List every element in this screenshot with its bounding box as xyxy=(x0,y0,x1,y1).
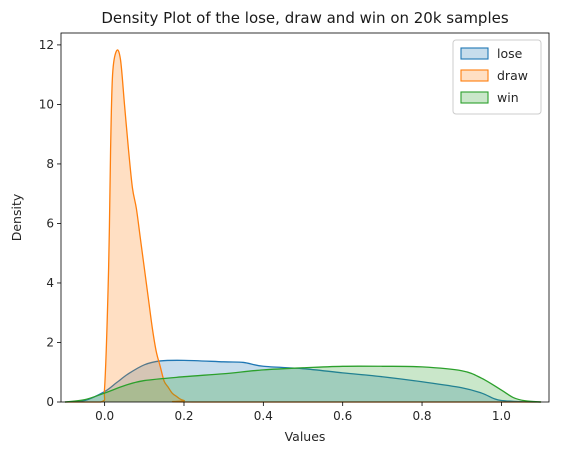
y-tick-label: 6 xyxy=(46,217,54,231)
chart-title: Density Plot of the lose, draw and win o… xyxy=(101,9,509,27)
x-axis-label: Values xyxy=(285,429,326,444)
y-axis-label: Density xyxy=(9,193,24,241)
x-axis: 0.0 0.2 0.4 0.6 0.8 1.0 xyxy=(95,402,511,423)
y-tick-label: 10 xyxy=(39,98,54,112)
y-axis: 0 2 4 6 8 10 12 xyxy=(39,38,61,409)
x-tick-label: 0.2 xyxy=(174,409,193,423)
y-tick-label: 4 xyxy=(46,276,54,290)
x-tick-label: 0.8 xyxy=(412,409,431,423)
y-tick-label: 2 xyxy=(46,336,54,350)
x-tick-label: 1.0 xyxy=(492,409,511,423)
legend-swatch-draw xyxy=(461,70,488,81)
legend-swatch-lose xyxy=(461,48,488,59)
x-tick-label: 0.4 xyxy=(254,409,273,423)
legend: lose draw win xyxy=(453,40,541,114)
y-tick-label: 0 xyxy=(46,395,54,409)
x-tick-label: 0.0 xyxy=(95,409,114,423)
legend-swatch-win xyxy=(461,92,488,103)
legend-label-lose: lose xyxy=(497,46,523,61)
legend-label-win: win xyxy=(497,90,519,105)
x-tick-label: 0.6 xyxy=(333,409,352,423)
legend-label-draw: draw xyxy=(497,68,528,83)
y-tick-label: 12 xyxy=(39,38,54,52)
y-tick-label: 8 xyxy=(46,157,54,171)
